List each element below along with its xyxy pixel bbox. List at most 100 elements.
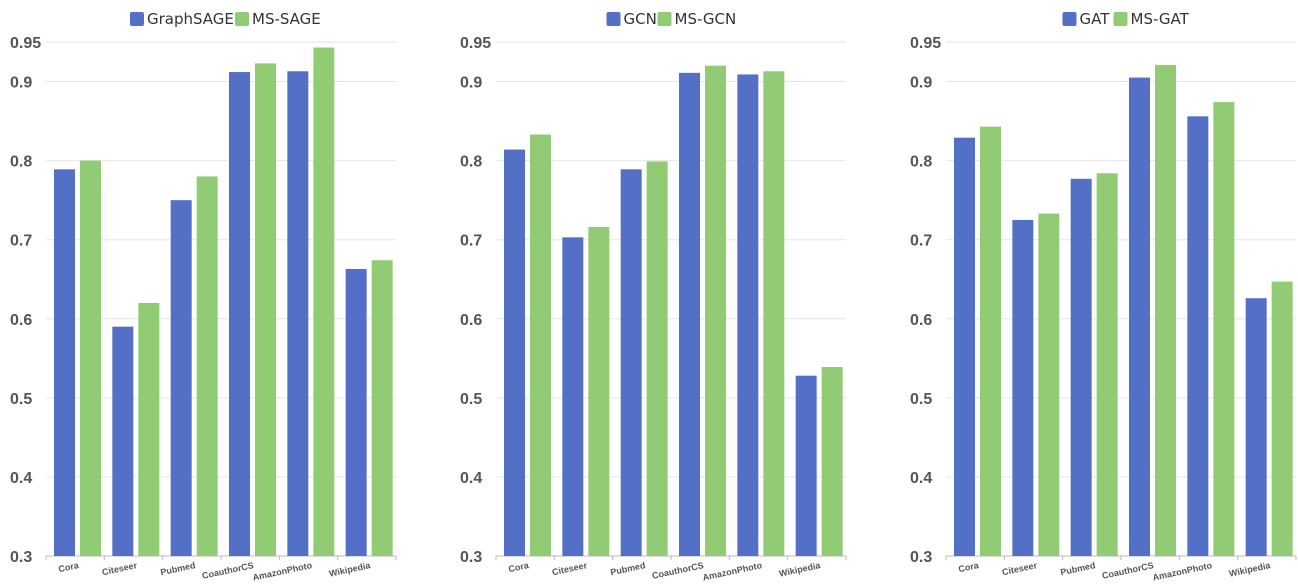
bar-graphsage-cora	[54, 169, 75, 556]
bar-ms-sage-citeseer	[138, 302, 160, 556]
bar-gat-amazonphoto	[1187, 116, 1209, 556]
y-tick-label: 0.6	[910, 312, 932, 329]
y-tick-label: 0.7	[460, 233, 482, 250]
bar-ms-gat-wikipedia	[1271, 281, 1293, 556]
x-tick-label: Cora	[957, 560, 980, 574]
x-tick-label: Citeseer	[551, 560, 588, 577]
x-tick-label: Wikipedia	[778, 560, 822, 579]
x-tick-label: CoauthorCS	[201, 560, 254, 581]
bar-graphsage-citeseer	[112, 326, 134, 556]
x-tick-label: Citeseer	[1001, 560, 1038, 577]
y-tick-label: 0.7	[10, 233, 32, 250]
bar-gat-wikipedia	[1245, 298, 1267, 556]
y-tick-label: 0.5	[460, 391, 482, 408]
chart-panel-1: 0.3 0.4 0.5 0.6 0.7 0.8 0.9 0.95 Cora Citeseer Pub…	[10, 10, 397, 583]
bar-ms-gcn-coauthorcs	[705, 65, 726, 556]
legend-swatch	[657, 12, 672, 26]
bar-gcn-cora	[504, 149, 525, 556]
bar-gcn-citeseer	[562, 237, 584, 556]
bar-ms-sage-coauthorcs	[255, 63, 276, 556]
y-tick-label: 0.7	[910, 233, 932, 250]
y-tick-label: 0.3	[460, 549, 482, 566]
bar-gat-cora	[954, 137, 975, 556]
x-tick-label: Wikipedia	[328, 560, 372, 579]
y-tick-label: 0.8	[460, 154, 482, 171]
bar-ms-sage-pubmed	[196, 176, 218, 556]
legend[interactable]: GraphSAGE MS-SAGE	[130, 10, 321, 28]
y-tick-label: 0.95	[460, 35, 491, 52]
legend-label: MS-GAT	[1131, 10, 1190, 28]
legend-swatch	[235, 12, 249, 26]
legend-item-gat[interactable]: GAT	[1062, 10, 1111, 28]
x-tick-label: Pubmed	[609, 560, 646, 577]
y-tick-label: 0.4	[910, 470, 932, 487]
bar-ms-sage-wikipedia	[371, 260, 393, 556]
bar-ms-gcn-citeseer	[588, 227, 610, 557]
y-tick-label: 0.6	[10, 312, 32, 329]
bar-graphsage-coauthorcs	[229, 72, 250, 557]
y-tick-label: 0.95	[10, 35, 41, 52]
x-tick-label: CoauthorCS	[1101, 560, 1154, 581]
legend[interactable]: GCN MS-GCN	[606, 10, 737, 28]
y-tick-label: 0.6	[460, 312, 482, 329]
bar-graphsage-amazonphoto	[287, 71, 309, 557]
chart-panel-3: 0.3 0.4 0.5 0.6 0.7 0.8 0.9 0.95 Cora Citeseer Pub…	[910, 10, 1297, 583]
legend[interactable]: GAT MS-GAT	[1062, 10, 1190, 28]
x-tick-label: AmazonPhoto	[702, 560, 764, 582]
bar-ms-gcn-wikipedia	[821, 367, 843, 556]
y-tick-label: 0.5	[10, 391, 32, 408]
bar-gcn-coauthorcs	[679, 72, 700, 556]
bar-gcn-pubmed	[620, 169, 642, 556]
x-tick-label: Pubmed	[1059, 560, 1096, 577]
legend-label: MS-SAGE	[252, 10, 321, 28]
y-tick-label: 0.4	[460, 470, 482, 487]
chart-panel-2: 0.3 0.4 0.5 0.6 0.7 0.8 0.9 0.95 Cora Citeseer Pub…	[460, 10, 847, 583]
legend-label: GAT	[1080, 10, 1111, 28]
x-tick-label: CoauthorCS	[651, 560, 704, 581]
legend-item-graphsage[interactable]: GraphSAGE	[130, 10, 234, 28]
bar-gat-citeseer	[1012, 219, 1034, 556]
bar-gcn-wikipedia	[795, 375, 817, 556]
x-tick-label: Cora	[57, 560, 80, 574]
x-tick-label: Cora	[507, 560, 530, 574]
y-tick-label: 0.8	[10, 154, 32, 171]
legend-item-ms-gcn[interactable]: MS-GCN	[657, 10, 737, 28]
bar-ms-gat-cora	[980, 126, 1001, 556]
legend-label: GraphSAGE	[147, 10, 234, 28]
bar-graphsage-wikipedia	[345, 268, 367, 556]
legend-swatch	[1062, 12, 1077, 26]
bar-ms-gcn-amazonphoto	[763, 71, 785, 557]
bar-gat-coauthorcs	[1129, 77, 1150, 556]
bar-gat-pubmed	[1070, 178, 1092, 556]
bar-ms-gat-citeseer	[1038, 213, 1060, 556]
y-tick-label: 0.3	[910, 549, 932, 566]
legend-label: GCN	[624, 10, 657, 28]
x-tick-label: AmazonPhoto	[1152, 560, 1214, 582]
y-tick-label: 0.8	[910, 154, 932, 171]
x-tick-label: Wikipedia	[1228, 560, 1272, 579]
y-tick-label: 0.5	[910, 391, 932, 408]
y-tick-label: 0.9	[10, 75, 32, 92]
legend-swatch	[606, 12, 621, 26]
bar-ms-gat-coauthorcs	[1155, 64, 1176, 556]
x-tick-label: Citeseer	[101, 560, 138, 577]
y-tick-label: 0.4	[10, 470, 32, 487]
y-tick-label: 0.9	[460, 75, 482, 92]
legend-label: MS-GCN	[675, 10, 737, 28]
legend-item-gcn[interactable]: GCN	[606, 10, 657, 28]
y-tick-label: 0.9	[910, 75, 932, 92]
y-tick-label: 0.95	[910, 35, 941, 52]
x-tick-label: Pubmed	[159, 560, 196, 577]
bar-ms-sage-amazonphoto	[313, 47, 335, 556]
bar-ms-gcn-cora	[530, 134, 551, 556]
bar-graphsage-pubmed	[170, 200, 192, 556]
legend-swatch	[1113, 12, 1128, 26]
legend-item-ms-sage[interactable]: MS-SAGE	[235, 10, 321, 28]
bar-gcn-amazonphoto	[737, 74, 759, 556]
legend-item-ms-gat[interactable]: MS-GAT	[1113, 10, 1190, 28]
y-tick-label: 0.3	[10, 549, 32, 566]
x-tick-label: AmazonPhoto	[252, 560, 314, 582]
bar-ms-gat-pubmed	[1096, 173, 1118, 556]
legend-swatch	[130, 12, 144, 26]
